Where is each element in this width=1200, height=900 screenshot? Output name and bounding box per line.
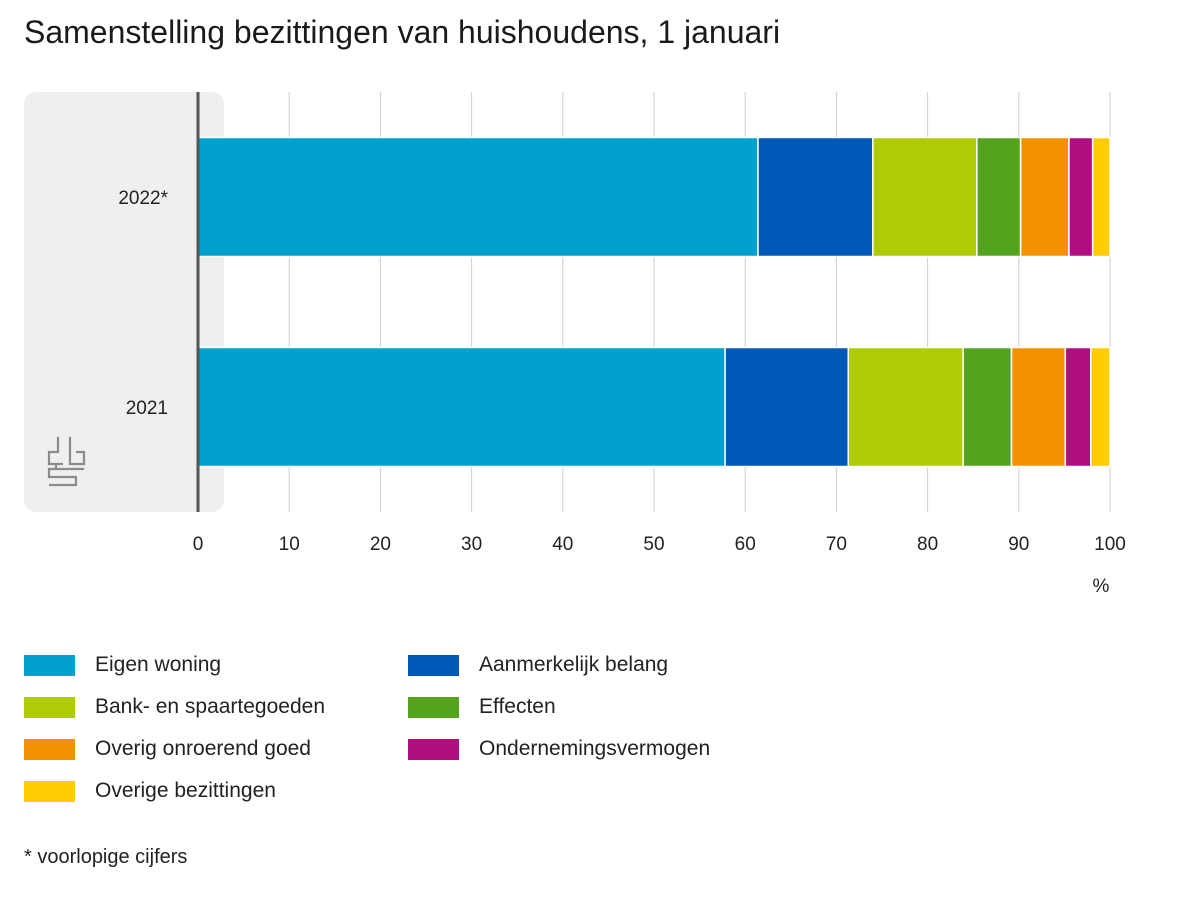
chart-svg: 2022* 2021 0 10 20 30 40 50 60 70 80 90 100 %: [24, 92, 1126, 597]
legend-swatch: [24, 696, 75, 718]
legend-swatch: [24, 738, 75, 760]
bar-segment: [757, 136, 874, 258]
x-axis-unit-label: %: [1093, 576, 1110, 597]
x-tick-label: 80: [917, 534, 938, 555]
chart-title: Samenstelling bezittingen van huishouden…: [24, 14, 781, 50]
legend-label: Ondernemingsvermogen: [479, 737, 711, 760]
legend-item: Effecten: [408, 692, 808, 722]
cbs-logo-icon: [47, 437, 86, 487]
category-panel: [24, 92, 224, 512]
bar-segment: [197, 346, 726, 468]
legend-label: Eigen woning: [95, 653, 222, 676]
category-label: 2021: [126, 398, 168, 419]
legend-swatch: [24, 780, 75, 802]
bar-segment: [1010, 346, 1067, 468]
bar-segment: [847, 346, 964, 468]
bar-segment: [962, 346, 1013, 468]
legend-label: Aanmerkelijk belang: [479, 653, 669, 676]
legend-label: Effecten: [479, 695, 556, 718]
x-tick-label: 0: [193, 534, 204, 555]
x-tick-labels: 0 10 20 30 40 50 60 70 80 90 100: [193, 534, 1126, 555]
bar-segment: [1019, 136, 1070, 258]
legend-item: Eigen woning: [24, 650, 408, 680]
legend-item: Bank- en spaartegoeden: [24, 692, 408, 722]
x-tick-label: 100: [1094, 534, 1126, 555]
legend-label: Overige bezittingen: [95, 779, 276, 802]
bar-segment: [1064, 346, 1092, 468]
legend-item: Ondernemingsvermogen: [408, 734, 808, 764]
bar-segment: [1068, 136, 1094, 258]
bar-segment: [1091, 136, 1111, 258]
bars-group: [197, 136, 1111, 468]
x-tick-label: 90: [1008, 534, 1029, 555]
x-tick-label: 10: [279, 534, 300, 555]
legend-label: Bank- en spaartegoeden: [95, 695, 326, 718]
bar-segment: [872, 136, 978, 258]
x-tick-label: 60: [735, 534, 756, 555]
x-tick-label: 50: [643, 534, 664, 555]
legend-item: Overig onroerend goed: [24, 734, 408, 764]
x-tick-label: 40: [552, 534, 573, 555]
legend-swatch: [408, 738, 459, 760]
legend-swatch: [24, 654, 75, 676]
legend-swatch: [408, 654, 459, 676]
category-label: 2022*: [118, 188, 168, 209]
x-tick-label: 20: [370, 534, 391, 555]
bar-segment: [976, 136, 1022, 258]
legend-swatch: [408, 696, 459, 718]
legend-item: Overige bezittingen: [24, 776, 408, 806]
legend: Eigen woning Aanmerkelijk belang Bank- en …: [24, 650, 924, 806]
legend-item: Aanmerkelijk belang: [408, 650, 808, 680]
footnote: * voorlopige cijfers: [24, 846, 188, 868]
category-labels: 2022* 2021: [118, 188, 168, 419]
bar-segment: [724, 346, 850, 468]
bar-segment: [197, 136, 759, 258]
bar-segment: [1090, 346, 1111, 468]
x-tick-label: 30: [461, 534, 482, 555]
x-tick-label: 70: [826, 534, 847, 555]
legend-label: Overig onroerend goed: [95, 737, 311, 760]
